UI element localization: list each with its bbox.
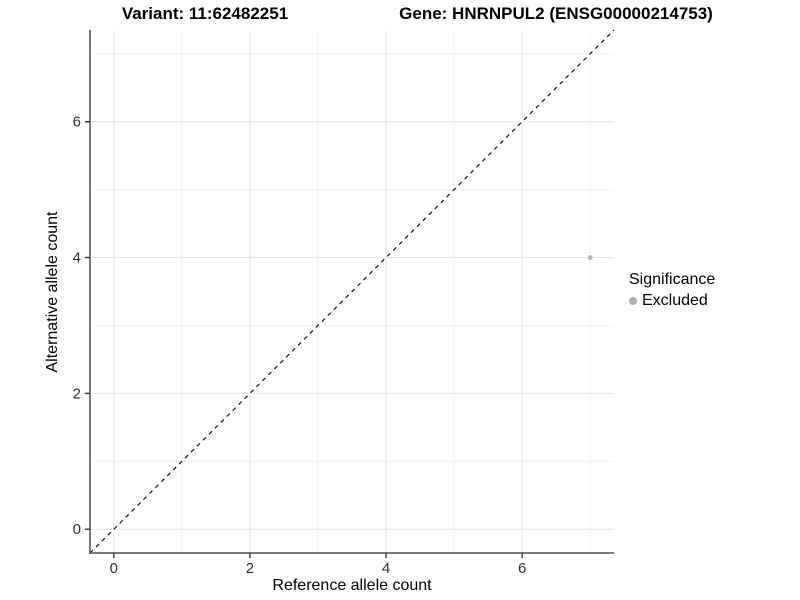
- y-tick-labels: 0 2 4 6: [73, 114, 81, 539]
- x-axis-label: Reference allele count: [272, 577, 432, 594]
- y-axis-label: Alternative allele count: [44, 211, 61, 373]
- legend-title: Significance: [629, 271, 716, 288]
- x-tick-label: 2: [246, 560, 254, 577]
- gridlines-major: [90, 30, 614, 553]
- x-tick-labels: 0 2 4 6: [110, 560, 527, 577]
- axis-lines: [89, 30, 614, 554]
- title-gene: Gene: HNRNPUL2 (ENSG00000214753): [399, 4, 713, 23]
- y-tick-label: 2: [73, 385, 81, 402]
- legend-point-icon: [629, 296, 637, 305]
- legend-significance: Significance Excluded: [629, 271, 715, 309]
- data-points: [587, 255, 593, 260]
- x-tick-label: 0: [110, 560, 118, 577]
- axis-tick-marks: [85, 120, 523, 558]
- legend-entry-excluded: Excluded: [629, 292, 715, 309]
- x-tick-label: 6: [518, 560, 526, 577]
- title-variant: Variant: 11:62482251: [122, 4, 288, 23]
- legend-entry-label: Excluded: [642, 292, 708, 309]
- data-point: [587, 255, 593, 260]
- y-tick-label: 4: [73, 250, 81, 267]
- identity-dashed-line: [89, 29, 615, 554]
- x-tick-label: 4: [382, 560, 390, 577]
- y-tick-label: 0: [73, 521, 81, 538]
- gridlines-minor: [90, 30, 614, 553]
- y-tick-label: 6: [73, 114, 81, 131]
